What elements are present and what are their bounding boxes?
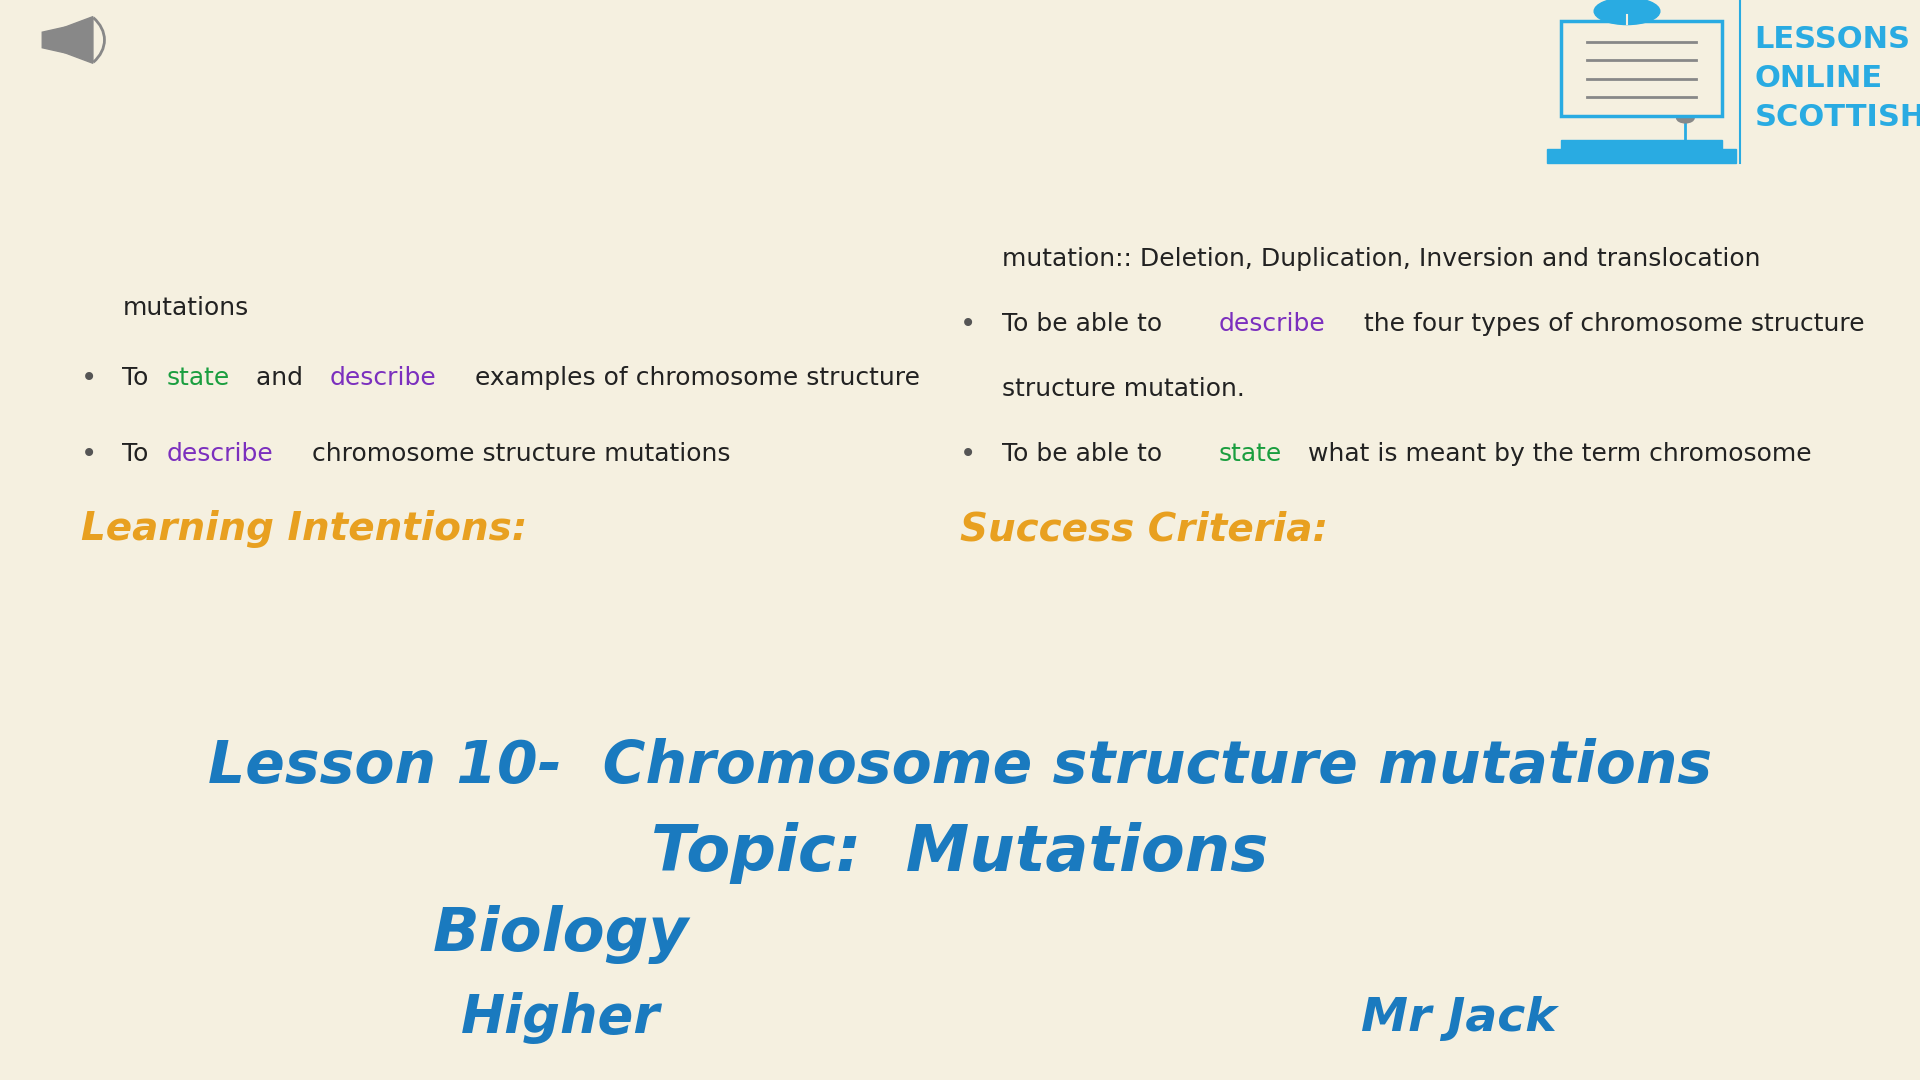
Text: SCOTTISH: SCOTTISH [1755,104,1920,133]
Text: Biology: Biology [432,905,689,963]
Text: Learning Intentions:: Learning Intentions: [81,510,526,549]
Text: describe: describe [167,442,273,465]
Text: •: • [960,440,975,468]
Text: state: state [1219,442,1283,465]
Text: ONLINE: ONLINE [1755,65,1884,94]
Text: •: • [81,364,96,392]
Text: examples of chromosome structure: examples of chromosome structure [467,366,920,390]
Text: describe: describe [330,366,436,390]
Text: structure mutation.: structure mutation. [1002,377,1244,401]
Text: mutations: mutations [123,296,248,320]
Text: Mr Jack: Mr Jack [1361,996,1557,1041]
Text: •: • [960,310,975,338]
Text: the four types of chromosome structure: the four types of chromosome structure [1356,312,1864,336]
Text: chromosome structure mutations: chromosome structure mutations [305,442,732,465]
Text: mutation:: Deletion, Duplication, Inversion and translocation: mutation:: Deletion, Duplication, Invers… [1002,247,1761,271]
Text: Topic:  Mutations: Topic: Mutations [651,822,1269,885]
Text: To: To [123,442,157,465]
Text: To be able to: To be able to [1002,442,1169,465]
Text: describe: describe [1219,312,1325,336]
Text: Success Criteria:: Success Criteria: [960,510,1329,549]
Text: state: state [167,366,230,390]
Text: what is meant by the term chromosome: what is meant by the term chromosome [1300,442,1812,465]
Text: •: • [81,440,96,468]
Text: To: To [123,366,157,390]
Text: and: and [248,366,311,390]
Text: LESSONS: LESSONS [1755,26,1910,54]
Text: Lesson 10-  Chromosome structure mutations: Lesson 10- Chromosome structure mutation… [207,739,1713,795]
Text: To be able to: To be able to [1002,312,1169,336]
Text: Higher: Higher [461,993,660,1044]
